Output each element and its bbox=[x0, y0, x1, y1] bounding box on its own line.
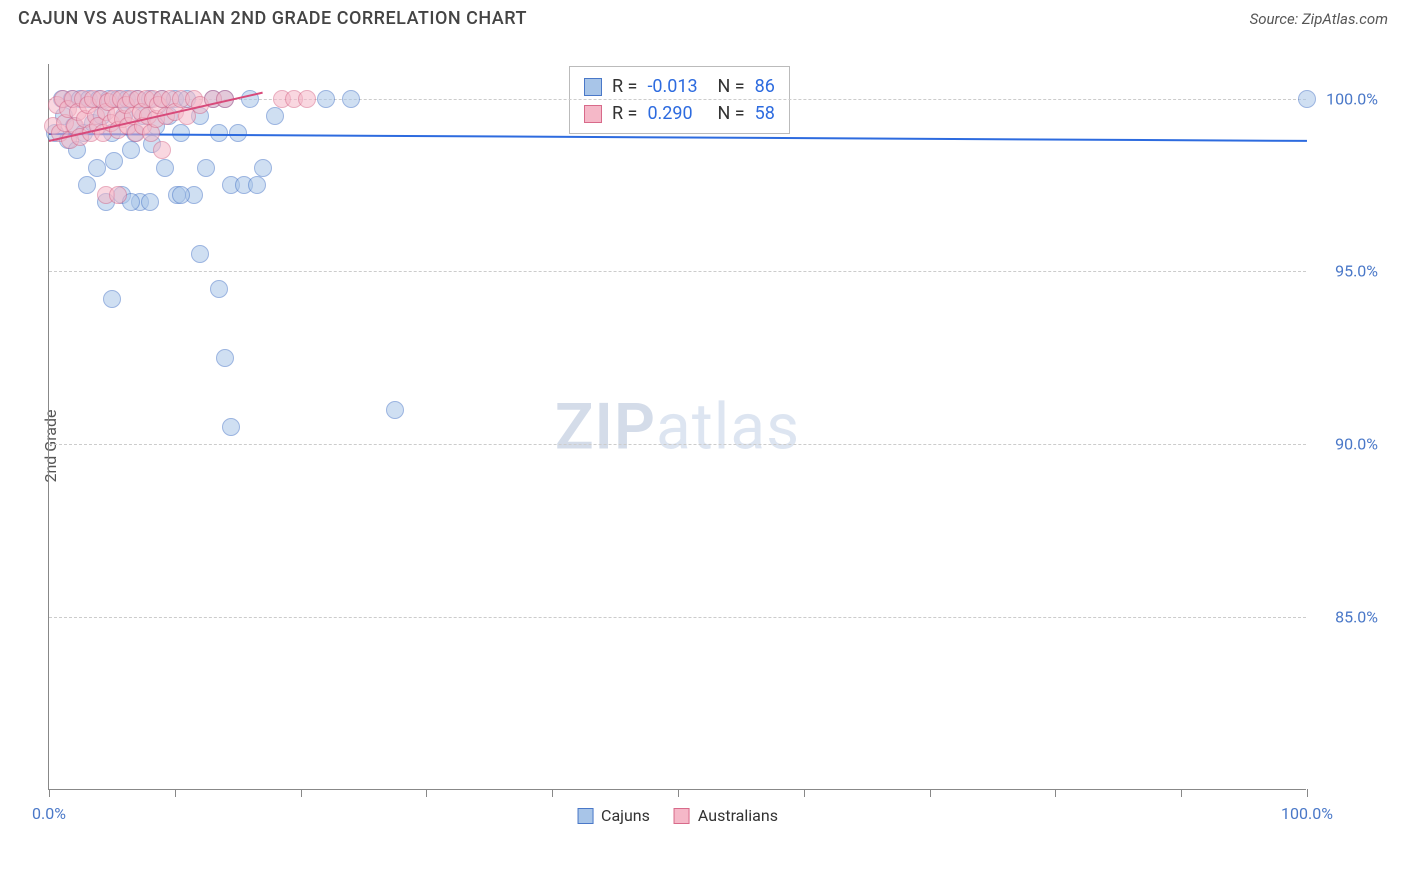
chart-title: CAJUN VS AUSTRALIAN 2ND GRADE CORRELATIO… bbox=[18, 8, 527, 29]
data-point bbox=[172, 186, 190, 204]
x-tick bbox=[804, 789, 805, 797]
x-tick bbox=[930, 789, 931, 797]
watermark-bold: ZIP bbox=[555, 389, 656, 464]
n-value: 58 bbox=[755, 100, 775, 127]
chart-source: Source: ZipAtlas.com bbox=[1250, 10, 1388, 28]
x-tick bbox=[1307, 789, 1308, 797]
x-tick bbox=[552, 789, 553, 797]
legend-swatch bbox=[577, 808, 593, 824]
gridline bbox=[49, 617, 1306, 618]
data-point bbox=[216, 349, 234, 367]
data-point bbox=[141, 193, 159, 211]
x-tick bbox=[426, 789, 427, 797]
series-legend: Cajuns Australians bbox=[577, 806, 778, 825]
data-point bbox=[222, 418, 240, 436]
watermark: ZIPatlas bbox=[555, 389, 800, 464]
data-point bbox=[386, 401, 404, 419]
x-tick bbox=[301, 789, 302, 797]
data-point bbox=[298, 90, 316, 108]
data-point bbox=[342, 90, 360, 108]
data-point bbox=[88, 159, 106, 177]
data-point bbox=[122, 141, 140, 159]
watermark-rest: atlas bbox=[656, 389, 800, 464]
x-tick bbox=[1055, 789, 1056, 797]
n-value: 86 bbox=[755, 73, 775, 100]
stats-legend-row: R = -0.013 N = 86 bbox=[584, 73, 775, 100]
y-tick-label: 90.0% bbox=[1335, 435, 1378, 454]
data-point bbox=[103, 290, 121, 308]
r-label: R = bbox=[612, 100, 637, 127]
data-point bbox=[266, 107, 284, 125]
data-point bbox=[248, 176, 266, 194]
y-tick-label: 95.0% bbox=[1335, 262, 1378, 281]
data-point bbox=[156, 159, 174, 177]
data-point bbox=[317, 90, 335, 108]
x-tick-label: 100.0% bbox=[1281, 804, 1333, 823]
y-tick-label: 85.0% bbox=[1335, 608, 1378, 627]
scatter-plot-area: ZIPatlas R =-0.013N =86R =0.290N =58 Caj… bbox=[48, 64, 1306, 790]
legend-item: Australians bbox=[674, 806, 778, 825]
legend-item: Cajuns bbox=[577, 806, 650, 825]
x-tick bbox=[49, 789, 50, 797]
data-point bbox=[109, 186, 127, 204]
data-point bbox=[153, 141, 171, 159]
data-point bbox=[191, 245, 209, 263]
legend-label: Australians bbox=[698, 806, 778, 825]
correlation-stats-legend: R = -0.013 N = 86 R = 0.290 N = 58 bbox=[569, 66, 790, 134]
data-point bbox=[254, 159, 272, 177]
n-label: N = bbox=[717, 100, 744, 127]
x-tick-label: 0.0% bbox=[32, 804, 66, 823]
data-point bbox=[78, 176, 96, 194]
data-point bbox=[105, 152, 123, 170]
x-tick bbox=[678, 789, 679, 797]
n-label: N = bbox=[717, 73, 744, 100]
legend-swatch bbox=[674, 808, 690, 824]
legend-swatch bbox=[584, 78, 602, 96]
chart-header: CAJUN VS AUSTRALIAN 2ND GRADE CORRELATIO… bbox=[0, 0, 1406, 33]
stats-legend-row: R = 0.290 N = 58 bbox=[584, 100, 775, 127]
y-tick-label: 100.0% bbox=[1326, 89, 1378, 108]
data-point bbox=[1298, 90, 1316, 108]
data-point bbox=[197, 159, 215, 177]
x-tick bbox=[1181, 789, 1182, 797]
gridline bbox=[49, 271, 1306, 272]
legend-swatch bbox=[584, 105, 602, 123]
r-label: R = bbox=[612, 73, 637, 100]
legend-label: Cajuns bbox=[601, 806, 650, 825]
x-tick bbox=[175, 789, 176, 797]
gridline bbox=[49, 444, 1306, 445]
r-value: -0.013 bbox=[647, 73, 707, 100]
data-point bbox=[210, 280, 228, 298]
r-value: 0.290 bbox=[647, 100, 707, 127]
